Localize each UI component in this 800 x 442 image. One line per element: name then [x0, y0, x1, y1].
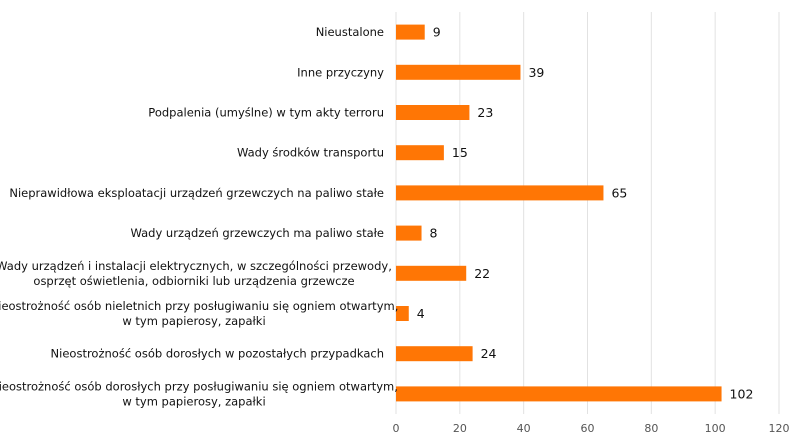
category-label: Wady urządzeń i instalacji elektrycznych…	[0, 259, 392, 288]
category-label: Inne przyczyny	[297, 65, 384, 79]
category-label: Nieustalone	[316, 25, 384, 39]
category-label-line: Inne przyczyny	[297, 65, 384, 79]
data-label: 8	[430, 226, 438, 241]
bar	[396, 386, 722, 402]
category-label: Nieostrożność osób dorosłych w pozostały…	[51, 347, 384, 361]
bar	[396, 306, 409, 321]
bar	[396, 145, 444, 161]
x-tick-label: 0	[393, 422, 400, 435]
category-label-line: Nieprawidłowa eksploatacji urządzeń grze…	[9, 186, 384, 200]
category-label-line: Wady urządzeń i instalacji elektrycznych…	[0, 259, 392, 273]
data-label: 102	[730, 386, 754, 401]
data-label: 65	[611, 185, 627, 200]
category-label: Wady środków transportu	[237, 146, 384, 160]
x-tick-label: 40	[517, 422, 531, 435]
data-label: 39	[528, 65, 544, 80]
category-label: Nieostrożność osób dorosłych przy posług…	[0, 379, 398, 408]
category-label-line: Nieustalone	[316, 25, 384, 39]
bar	[396, 185, 604, 201]
category-label-line: w tym papierosy, zapałki	[122, 314, 265, 328]
category-label-line: Nieostrożność osób dorosłych przy posług…	[0, 379, 398, 393]
data-label: 15	[452, 145, 468, 160]
category-label: Podpalenia (umyślne) w tym akty terroru	[148, 106, 384, 120]
category-label-line: Nieostrożność osób nieletnich przy posłu…	[0, 299, 398, 313]
category-label-line: osprzęt oświetlenia, odbiorniki lub urzą…	[33, 274, 354, 288]
x-tick-label: 120	[769, 422, 790, 435]
bar	[396, 105, 470, 120]
bar	[396, 64, 521, 80]
bar	[396, 24, 425, 40]
category-label: Nieprawidłowa eksploatacji urządzeń grze…	[9, 186, 384, 200]
data-label: 24	[481, 346, 497, 361]
bar	[396, 265, 467, 281]
x-tick-label: 80	[644, 422, 658, 435]
data-label: 23	[477, 105, 493, 120]
category-label-line: w tym papierosy, zapałki	[122, 394, 265, 408]
x-tick-label: 100	[705, 422, 726, 435]
x-tick-label: 60	[581, 422, 595, 435]
data-label: 4	[417, 306, 425, 321]
category-label-line: Wady urządzeń grzewczych ma paliwo stałe	[130, 226, 384, 240]
x-tick-label: 20	[453, 422, 467, 435]
bar	[396, 346, 473, 362]
data-label: 9	[433, 25, 441, 40]
bar	[396, 225, 422, 241]
category-label: Nieostrożność osób nieletnich przy posłu…	[0, 299, 398, 328]
data-label: 22	[474, 266, 490, 281]
category-label-line: Wady środków transportu	[237, 146, 384, 160]
category-label: Wady urządzeń grzewczych ma paliwo stałe	[130, 226, 384, 240]
category-label-line: Nieostrożność osób dorosłych w pozostały…	[51, 347, 384, 361]
category-label-line: Podpalenia (umyślne) w tym akty terroru	[148, 106, 384, 120]
